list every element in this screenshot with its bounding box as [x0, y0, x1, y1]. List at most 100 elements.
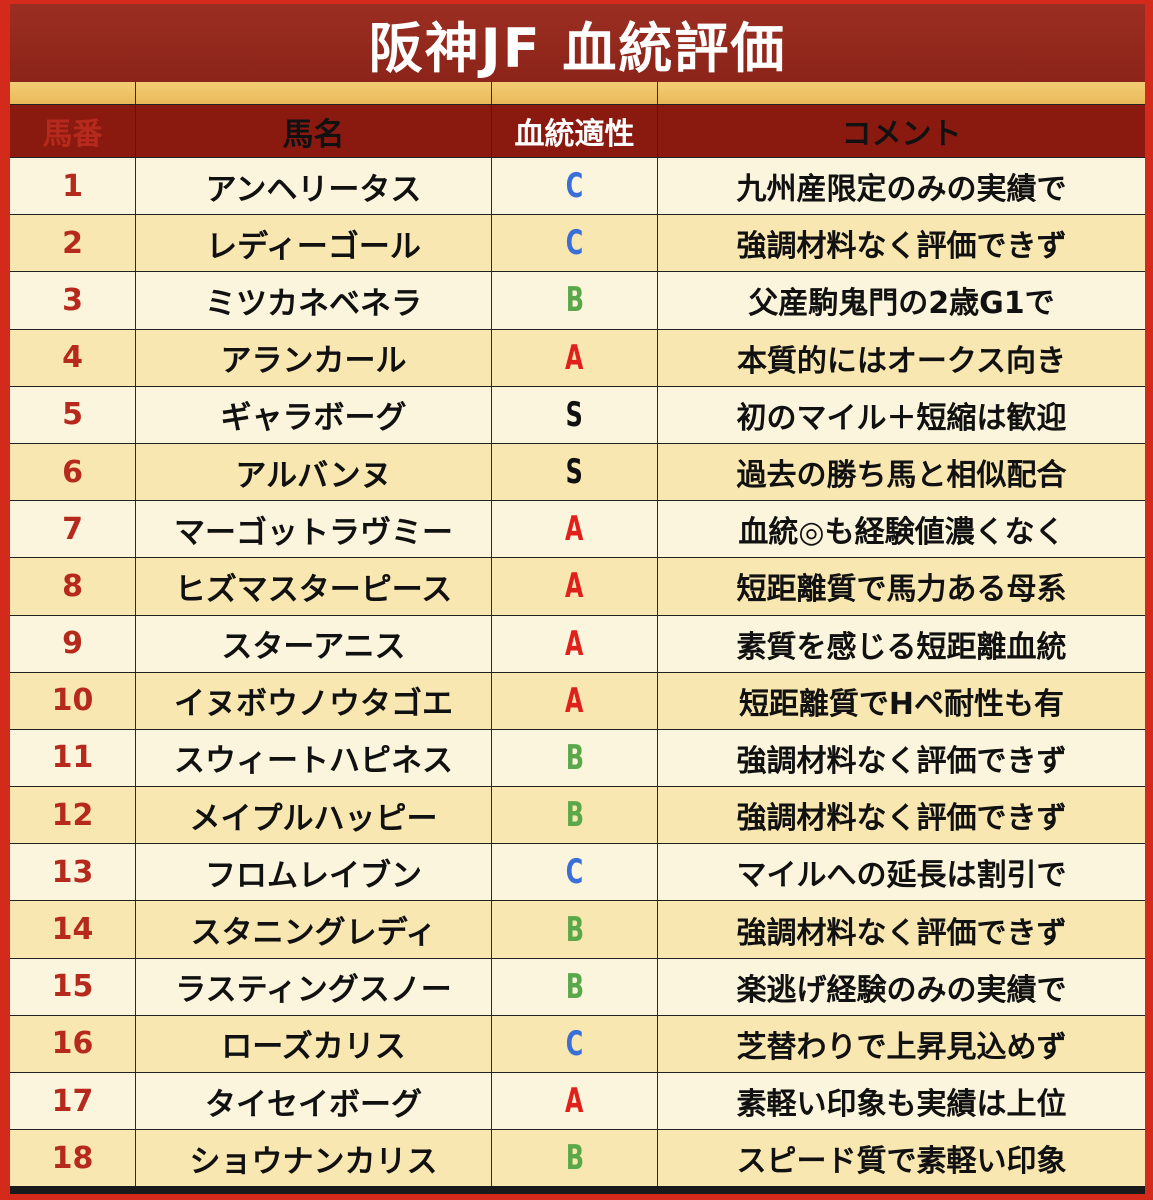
rating-mark: C — [565, 166, 584, 207]
horse-name: スウィートハピネス — [136, 729, 492, 787]
comment: 本質的にはオークス向き — [736, 343, 1067, 379]
horse-name: タイセイボーグ — [136, 1073, 492, 1130]
comment: 血統◎も経験値濃くなく — [738, 515, 1065, 551]
horse-name: アランカール — [136, 329, 492, 386]
table-row: 7 マーゴットラヴミー A 血統◎も経験値濃くなく — [10, 500, 1145, 558]
rating-cell: A — [492, 558, 658, 615]
comment: 短距離質で馬力ある母系 — [736, 572, 1067, 608]
header-rating: 血統適性 — [492, 105, 658, 157]
rating-cell: A — [492, 615, 658, 672]
horse-name: メイプルハッピー — [136, 787, 492, 844]
comment: マイルへの延長は割引で — [736, 858, 1067, 894]
horse-name: スターアニス — [136, 615, 492, 672]
table-row: 4 アランカール A 本質的にはオークス向き — [10, 328, 1145, 386]
horse-number: 9 — [10, 615, 136, 672]
table-row: 3 ミツカネベネラ B 父産駒鬼門の2歳G1で — [10, 271, 1145, 329]
horse-name: アルバンヌ — [136, 443, 492, 501]
evaluation-table: 馬番 馬名 血統適性 コメント 1 アンヘリータス C 九州産限定のみの実績で 2 レディ… — [10, 82, 1145, 1187]
horse-number: 17 — [10, 1073, 136, 1130]
table-row: 8 ヒズマスターピース A 短距離質で馬力ある母系 — [10, 557, 1145, 615]
rating-cell: C — [492, 215, 658, 272]
rating-mark: A — [565, 509, 584, 550]
page-title: 阪神JF 血統評価 — [10, 4, 1145, 82]
horse-name: ヒズマスターピース — [136, 558, 492, 615]
rating-mark: S — [565, 452, 584, 493]
horse-number: 6 — [10, 443, 136, 501]
horse-number: 3 — [10, 272, 136, 329]
horse-number: 10 — [10, 672, 136, 729]
table-row: 16 ローズカリス C 芝替わりで上昇見込めず — [10, 1014, 1145, 1072]
table-row: 5 ギャラボーグ S 初のマイル＋短縮は歓迎 — [10, 385, 1145, 443]
horse-number: 12 — [10, 787, 136, 844]
horse-name: アンヘリータス — [136, 158, 492, 215]
horse-number: 16 — [10, 1015, 136, 1072]
rating-mark: B — [565, 1138, 584, 1179]
horse-name: マーゴットラヴミー — [136, 501, 492, 558]
rating-mark: A — [565, 337, 584, 378]
rating-cell: C — [492, 844, 658, 901]
rating-mark: C — [565, 1023, 584, 1064]
accent-cell — [492, 82, 658, 104]
horse-name: ショウナンカリス — [136, 1130, 492, 1187]
header-accent-strip — [10, 82, 1145, 104]
accent-cell — [10, 82, 136, 104]
table-header: 馬番 馬名 血統適性 コメント — [10, 104, 1145, 157]
rating-cell: B — [492, 1130, 658, 1187]
table-row: 11 スウィートハピネス B 強調材料なく評価できず — [10, 728, 1145, 787]
horse-number: 7 — [10, 501, 136, 558]
rating-mark: A — [565, 566, 584, 607]
horse-name: ミツカネベネラ — [136, 272, 492, 329]
table-row: 13 フロムレイブン C マイルへの延長は割引で — [10, 843, 1145, 901]
comment: スピード質で素軽い印象 — [736, 1144, 1067, 1180]
table-row: 9 スターアニス A 素質を感じる短距離血統 — [10, 614, 1145, 672]
accent-cell — [658, 82, 1145, 104]
horse-name: ローズカリス — [136, 1015, 492, 1072]
horse-name: ラスティングスノー — [136, 958, 492, 1015]
horse-name: ギャラボーグ — [136, 386, 492, 443]
horse-name: スタニングレディ — [136, 901, 492, 958]
header-num: 馬番 — [10, 105, 136, 157]
rating-mark: B — [565, 280, 584, 321]
horse-number: 18 — [10, 1130, 136, 1187]
rating-mark: B — [565, 909, 584, 950]
horse-number: 14 — [10, 901, 136, 958]
table-row: 2 レディーゴール C 強調材料なく評価できず — [10, 214, 1145, 272]
rating-cell: C — [492, 158, 658, 215]
rating-mark: B — [565, 737, 584, 778]
rating-mark: A — [565, 1081, 584, 1122]
rating-cell: B — [492, 729, 658, 787]
rating-cell: A — [492, 501, 658, 558]
header-name: 馬名 — [136, 105, 492, 157]
comment: 素軽い印象も実績は上位 — [736, 1087, 1067, 1123]
horse-number: 2 — [10, 215, 136, 272]
header-comment: コメント — [841, 117, 962, 152]
comment: 素質を感じる短距離血統 — [736, 629, 1067, 665]
table-row: 17 タイセイボーグ A 素軽い印象も実績は上位 — [10, 1072, 1145, 1130]
horse-name: フロムレイブン — [136, 844, 492, 901]
table-panel: 阪神JF 血統評価 馬番 馬名 血統適性 コメント 1 アンヘリータス C 九州産限定… — [10, 4, 1145, 1194]
comment: 芝替わりで上昇見込めず — [736, 1029, 1067, 1065]
table-row: 14 スタニングレディ B 強調材料なく評価できず — [10, 900, 1145, 958]
horse-number: 13 — [10, 844, 136, 901]
horse-number: 4 — [10, 329, 136, 386]
rating-cell: B — [492, 272, 658, 329]
table-row: 1 アンヘリータス C 九州産限定のみの実績で — [10, 157, 1145, 215]
rating-mark: B — [565, 966, 584, 1007]
comment: 強調材料なく評価できず — [736, 743, 1067, 779]
rating-cell: A — [492, 672, 658, 729]
rating-cell: B — [492, 958, 658, 1015]
horse-name: イヌボウノウタゴエ — [136, 672, 492, 729]
comment: 強調材料なく評価できず — [736, 915, 1067, 951]
horse-number: 15 — [10, 958, 136, 1015]
rating-mark: C — [565, 223, 584, 264]
comment: 強調材料なく評価できず — [736, 229, 1067, 265]
table-row: 12 メイプルハッピー B 強調材料なく評価できず — [10, 786, 1145, 844]
comment: 強調材料なく評価できず — [736, 801, 1067, 837]
rating-cell: A — [492, 1073, 658, 1130]
horse-number: 11 — [10, 729, 136, 787]
comment: 過去の勝ち馬と相似配合 — [736, 458, 1067, 494]
horse-name: レディーゴール — [136, 215, 492, 272]
table-row: 18 ショウナンカリス B スピード質で素軽い印象 — [10, 1129, 1145, 1187]
table-row: 6 アルバンヌ S 過去の勝ち馬と相似配合 — [10, 442, 1145, 501]
rating-cell: S — [492, 386, 658, 443]
